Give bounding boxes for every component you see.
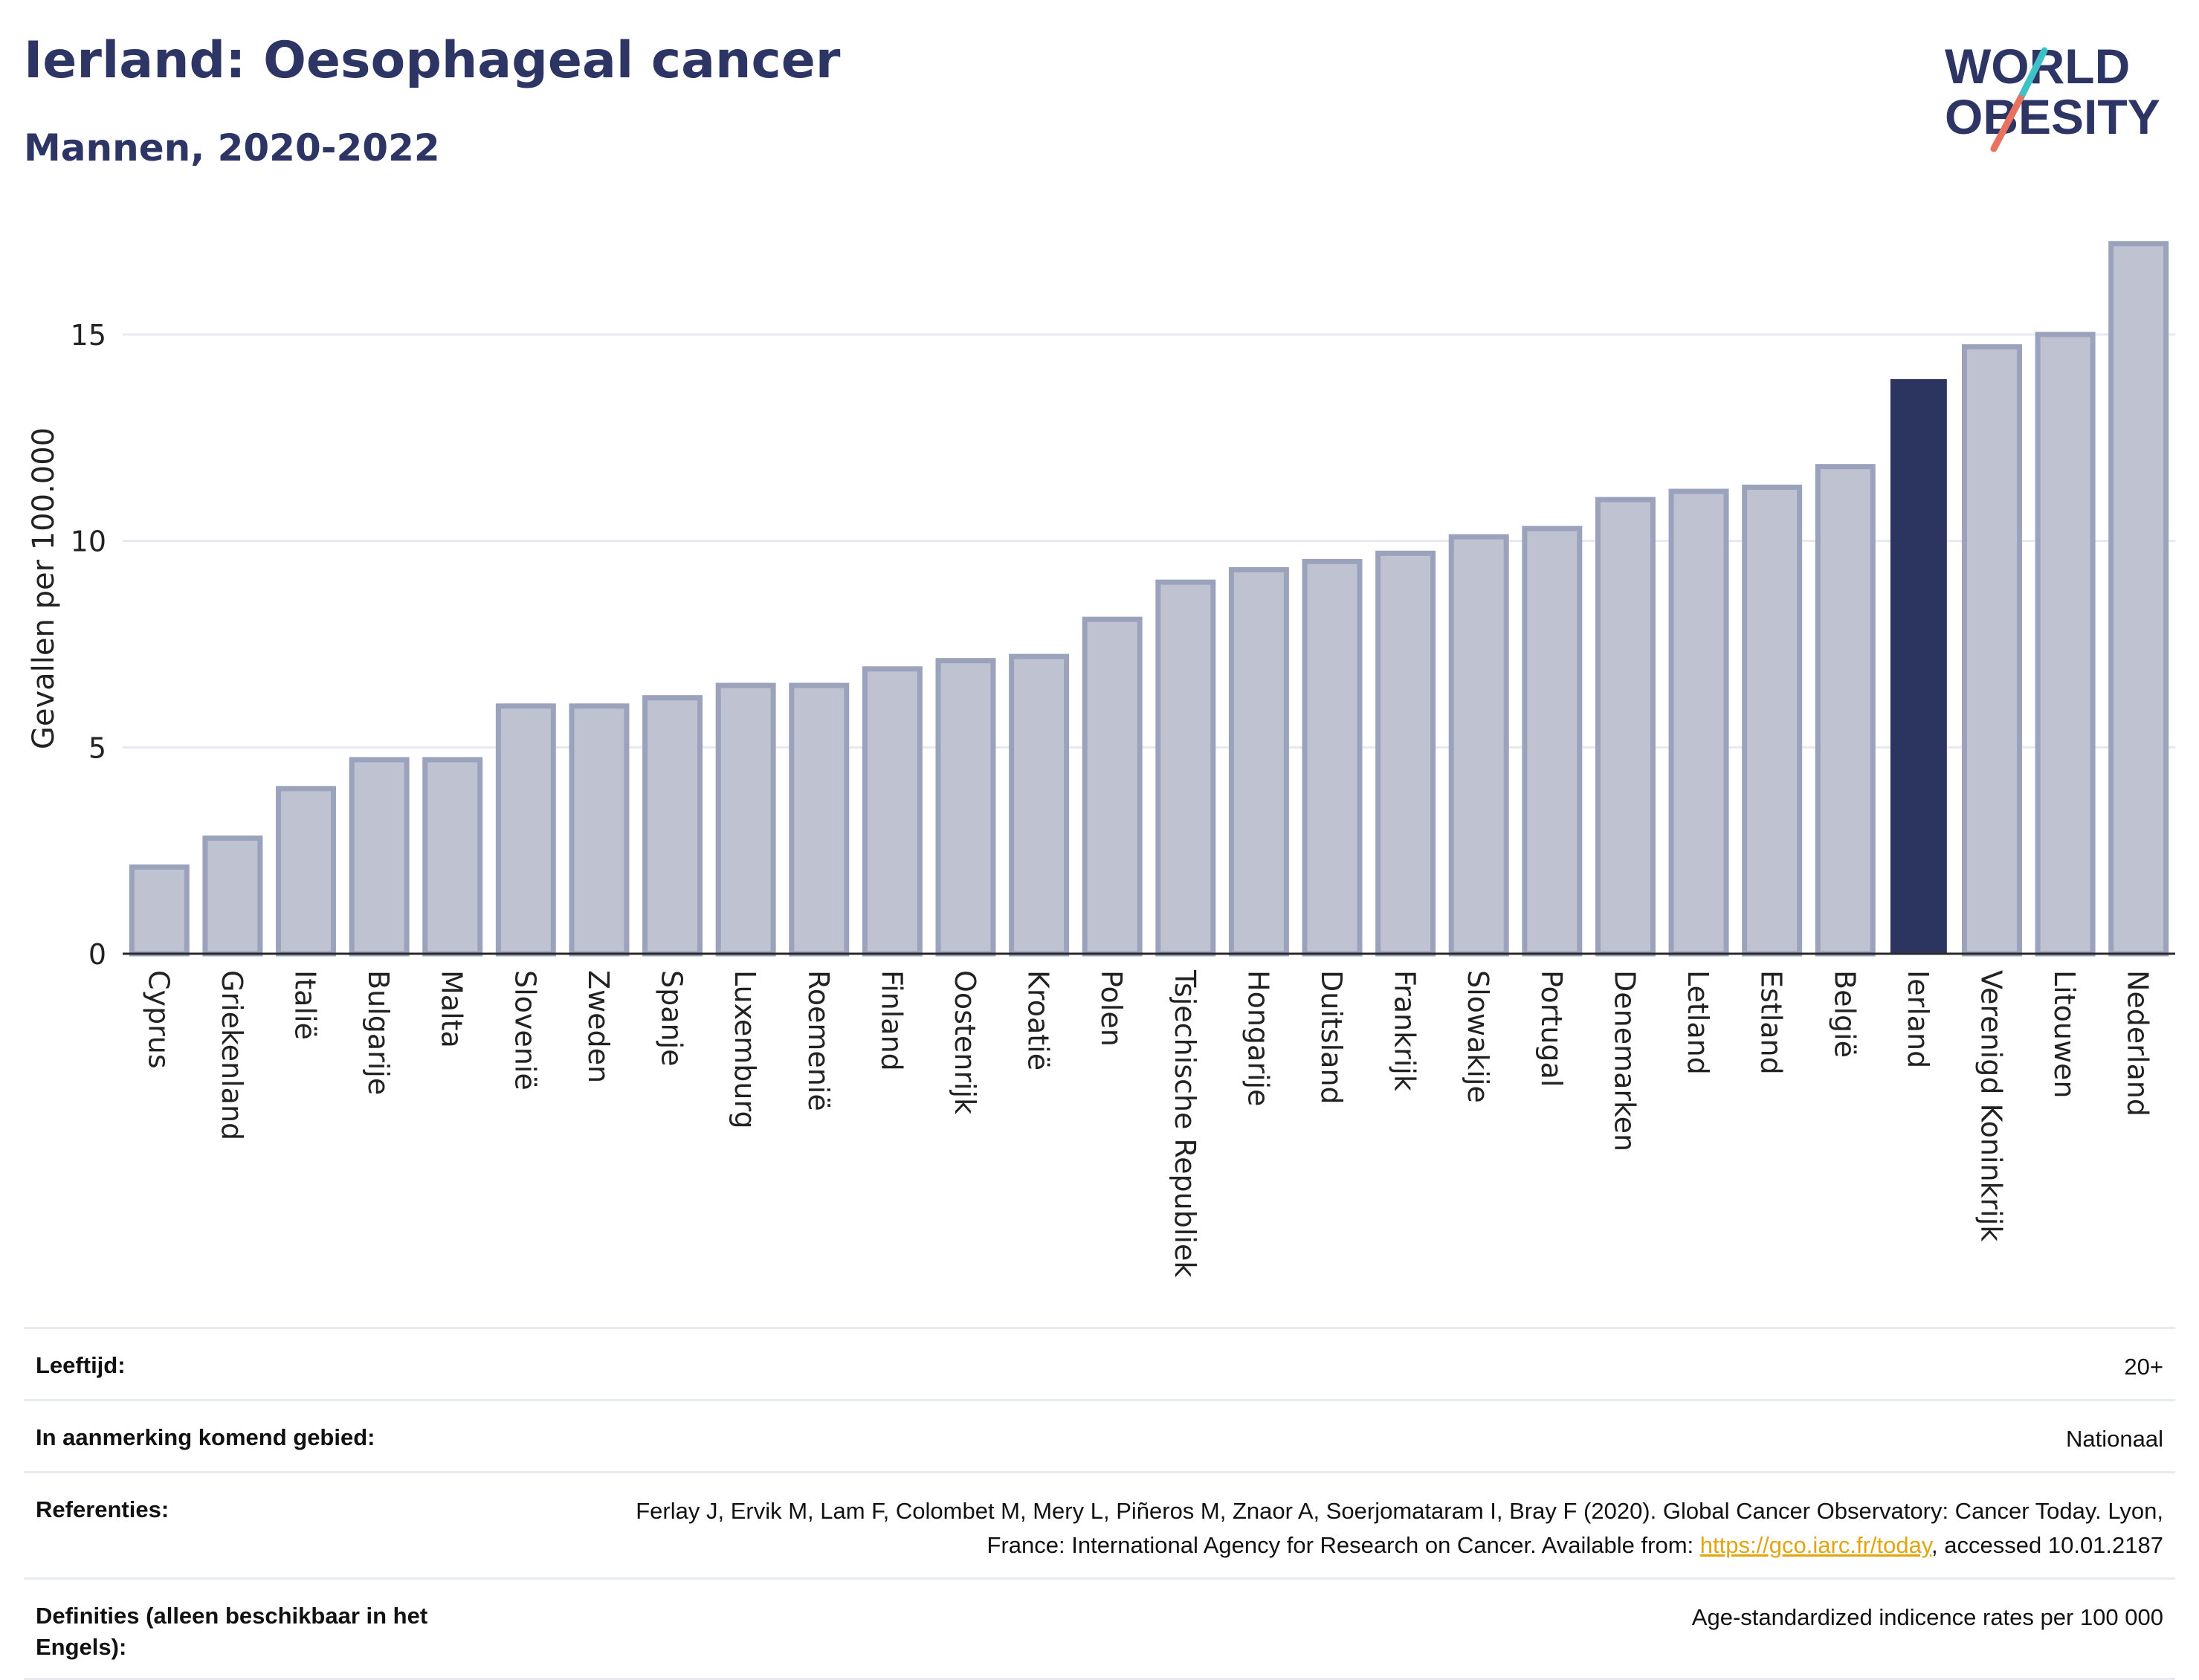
y-tick-label: 0 <box>88 938 106 971</box>
bar <box>1595 497 1656 957</box>
age-value: 20+ <box>2124 1354 2163 1380</box>
x-tick-label: Polen <box>1095 970 1128 1047</box>
x-tick-label: Litouwen <box>2048 970 2081 1099</box>
x-tick-label: Cyprus <box>142 970 175 1069</box>
bar <box>349 757 410 957</box>
bar <box>862 666 923 957</box>
x-tick-label: Malta <box>436 970 468 1048</box>
area-label: In aanmerking komend gebied: <box>36 1424 375 1450</box>
bar <box>1668 488 1729 957</box>
x-tick-label: Frankrijk <box>1389 970 1421 1091</box>
page-subtitle: Mannen, 2020-2022 <box>24 126 440 169</box>
x-tick-label: België <box>1828 970 1861 1058</box>
references-text-2: , accessed 10.01.2187 <box>1931 1532 2163 1558</box>
bar <box>789 682 850 957</box>
x-tick-label: Denemarken <box>1608 970 1641 1151</box>
definitions-label: Definities (alleen beschikbaar in het En… <box>36 1603 428 1660</box>
age-label: Leeftijd: <box>36 1352 126 1378</box>
x-tick-label: Bulgarije <box>362 970 395 1095</box>
y-tick-label: 5 <box>88 731 106 764</box>
x-tick-label: Zweden <box>582 970 615 1083</box>
bar-chart: 0 5 10 15 Gevallen per 100.000 Cyprus Griekenl… <box>27 241 2175 1277</box>
x-tick-label: Letland <box>1682 970 1714 1075</box>
x-tick-label: Finland <box>875 970 908 1071</box>
bar <box>495 703 556 957</box>
x-tick-label: Portugal <box>1535 970 1568 1087</box>
world-obesity-logo: WORLD OBESITY <box>1945 39 2160 152</box>
x-tick-label: Ierland <box>1902 970 1934 1068</box>
x-tick-label: Griekenland <box>216 970 248 1140</box>
bar <box>642 695 703 957</box>
bar <box>1890 379 1947 954</box>
x-tick-label: Slowakije <box>1462 970 1494 1103</box>
bar <box>202 835 263 957</box>
bar <box>1815 464 1876 957</box>
references-value: Ferlay J, Ervik M, Lam F, Colombet M, Me… <box>565 1494 2163 1563</box>
area-value: Nationaal <box>2066 1426 2163 1452</box>
bar <box>1155 579 1216 957</box>
x-tick-label: Verenigd Koninkrijk <box>1974 970 2007 1241</box>
logo-slash-teal <box>2017 47 2048 102</box>
bar <box>2108 241 2169 957</box>
definitions-value: Age-standardized indicence rates per 100… <box>1691 1604 2163 1630</box>
bar <box>422 757 483 957</box>
references-text-1: Ferlay J, Ervik M, Lam F, Colombet M, Me… <box>636 1498 2163 1558</box>
x-tick-label: Luxemburg <box>729 970 761 1129</box>
x-tick-label: Italië <box>289 970 322 1040</box>
references-link[interactable]: https://gco.iarc.fr/today <box>1699 1532 1932 1558</box>
bar <box>1448 534 1509 957</box>
bar <box>569 703 630 957</box>
x-tick-label: Roemenië <box>802 970 835 1111</box>
bar <box>715 682 776 957</box>
meta-row-age: Leeftijd: 20+ <box>24 1327 2175 1399</box>
bar <box>276 786 336 957</box>
x-tick-label: Estland <box>1755 970 1788 1075</box>
x-tick-label: Kroatië <box>1022 970 1055 1070</box>
bar <box>935 658 996 957</box>
metadata-table: Leeftijd: 20+ In aanmerking komend gebie… <box>24 1327 2175 1680</box>
bar <box>1082 616 1143 957</box>
bar <box>1522 526 1583 957</box>
bar <box>1962 344 2022 957</box>
bar <box>1302 558 1363 957</box>
bar <box>129 864 190 957</box>
meta-row-definitions: Definities (alleen beschikbaar in het En… <box>24 1577 2175 1680</box>
y-tick-label: 15 <box>71 319 106 352</box>
y-tick-label: 10 <box>71 526 106 558</box>
meta-row-references: Referenties: Ferlay J, Ervik M, Lam F, C… <box>24 1471 2175 1577</box>
references-label: Referenties: <box>36 1496 169 1522</box>
bar <box>1009 653 1070 957</box>
x-tick-label: Duitsland <box>1315 970 1348 1105</box>
x-tick-label: Nederland <box>2122 970 2154 1117</box>
x-tick-label: Spanje <box>656 970 688 1067</box>
meta-row-area: In aanmerking komend gebied: Nationaal <box>24 1399 2175 1471</box>
bar <box>1742 484 1803 957</box>
page-title: Ierland: Oesophageal cancer <box>24 31 841 90</box>
bar <box>1375 550 1436 957</box>
bar <box>1228 567 1289 957</box>
logo-word-obesity: OBESITY <box>1945 89 2160 144</box>
x-tick-label: Slovenië <box>508 970 541 1091</box>
x-tick-label: Tsjechische Republiek <box>1169 969 1201 1277</box>
x-tick-label: Oostenrijk <box>949 970 981 1114</box>
y-axis-label: Gevallen per 100.000 <box>27 427 61 749</box>
logo-slash-coral <box>1990 94 2024 152</box>
x-tick-label: Hongarije <box>1241 970 1274 1106</box>
bar <box>2035 332 2096 957</box>
